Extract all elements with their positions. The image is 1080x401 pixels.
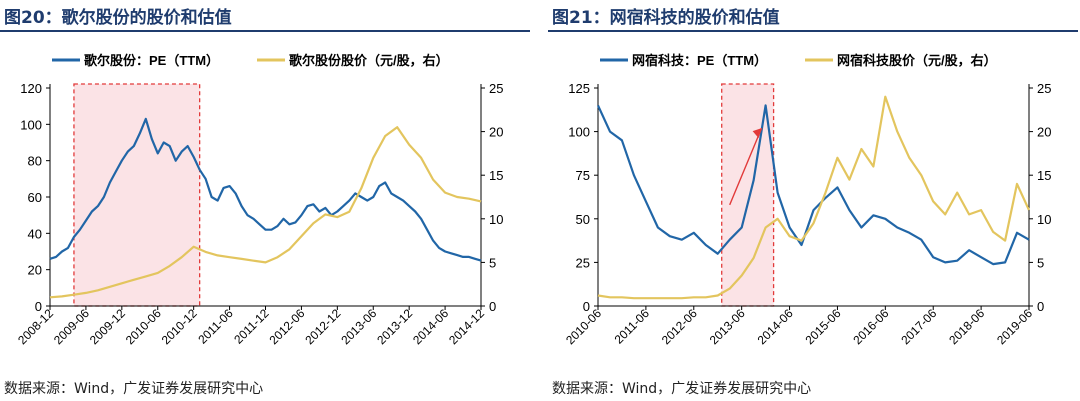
left-tick-label: 0 — [583, 299, 590, 314]
x-tick-label: 2012-06 — [659, 306, 700, 347]
x-tick-label: 2011-12 — [231, 306, 272, 347]
right-tick-label: 10 — [489, 212, 503, 227]
pe-line — [49, 117, 482, 262]
left-tick-label: 20 — [28, 263, 42, 278]
legend-label: 歌尔股份：PE（TTM） — [84, 53, 219, 68]
trend-arrow-head — [752, 128, 762, 139]
x-tick-label: 2014-06 — [755, 306, 796, 347]
right-tick-label: 10 — [1037, 212, 1051, 227]
x-tick-label: 2014-12 — [446, 306, 487, 347]
right-tick-label: 15 — [1037, 168, 1051, 183]
price-line — [49, 126, 482, 299]
x-tick-label: 2009-12 — [87, 306, 128, 347]
right-tick-label: 20 — [1037, 125, 1051, 140]
title-divider — [548, 30, 1078, 32]
left-tick-label: 75 — [576, 168, 590, 183]
x-tick-label: 2010-06 — [123, 306, 164, 347]
right-tick-label: 25 — [489, 81, 503, 96]
x-tick-label: 2012-06 — [266, 306, 307, 347]
figure-title: 图21：网宿科技的股价和估值 — [552, 8, 780, 28]
left-tick-label: 100 — [568, 125, 590, 140]
legend-label: 网宿科技股价（元/股，右） — [837, 53, 997, 68]
legend-label: 歌尔股份股价（元/股，右） — [289, 53, 449, 68]
x-tick-label: 2010-12 — [159, 306, 200, 347]
x-tick-label: 2009-06 — [51, 306, 92, 347]
right-tick-label: 20 — [489, 125, 503, 140]
left-tick-label: 80 — [28, 154, 42, 169]
x-tick-label: 2018-06 — [946, 306, 987, 347]
left-tick-label: 100 — [20, 117, 42, 132]
x-tick-label: 2017-06 — [898, 306, 939, 347]
x-tick-label: 2013-06 — [338, 306, 379, 347]
x-tick-label: 2014-06 — [410, 306, 451, 347]
x-tick-label: 2016-06 — [850, 306, 891, 347]
right-tick-label: 25 — [1037, 81, 1051, 96]
x-tick-label: 2012-12 — [302, 306, 343, 347]
right-tick-label: 0 — [489, 299, 496, 314]
left-tick-label: 0 — [35, 299, 42, 314]
right-tick-label: 5 — [489, 255, 496, 270]
left-tick-label: 120 — [20, 81, 42, 96]
title-divider — [0, 30, 530, 32]
left-tick-label: 25 — [576, 255, 590, 270]
pe-line — [596, 104, 1030, 266]
figure-20: 图20：歌尔股份的股价和估值 0 20 40 60 80 100 120 0 5 10 15 20 25… — [0, 0, 536, 401]
legend-label: 网宿科技：PE（TTM） — [632, 53, 767, 68]
right-tick-label: 15 — [489, 168, 503, 183]
x-tick-label: 2015-06 — [803, 306, 844, 347]
source-note: 数据来源：Wind，广发证券发展研究中心 — [4, 381, 264, 397]
left-tick-label: 50 — [576, 212, 590, 227]
x-tick-label: 2011-06 — [195, 306, 236, 347]
x-tick-label: 2011-06 — [612, 306, 653, 347]
left-tick-label: 60 — [28, 190, 42, 205]
figure-title: 图20：歌尔股份的股价和估值 — [4, 8, 232, 28]
left-tick-label: 40 — [28, 226, 42, 241]
left-tick-label: 125 — [568, 81, 590, 96]
x-tick-label: 2013-06 — [707, 306, 748, 347]
right-tick-label: 5 — [1037, 255, 1044, 270]
x-tick-label: 2013-12 — [374, 306, 415, 347]
x-tick-label: 2019-06 — [994, 306, 1035, 347]
chart-goertek: 02040608010012005101520252008-122009-062… — [15, 53, 503, 347]
right-tick-label: 0 — [1037, 299, 1044, 314]
trend-arrow — [729, 127, 763, 206]
highlight-period — [73, 83, 201, 307]
price-line — [597, 95, 1031, 300]
highlight-period — [721, 83, 775, 307]
figure-21: 图21：网宿科技的股价和估值 0 25 50 75 100 125 0 5 10 15 20 25 20… — [548, 0, 1080, 401]
source-note: 数据来源：Wind，广发证券发展研究中心 — [552, 381, 812, 397]
